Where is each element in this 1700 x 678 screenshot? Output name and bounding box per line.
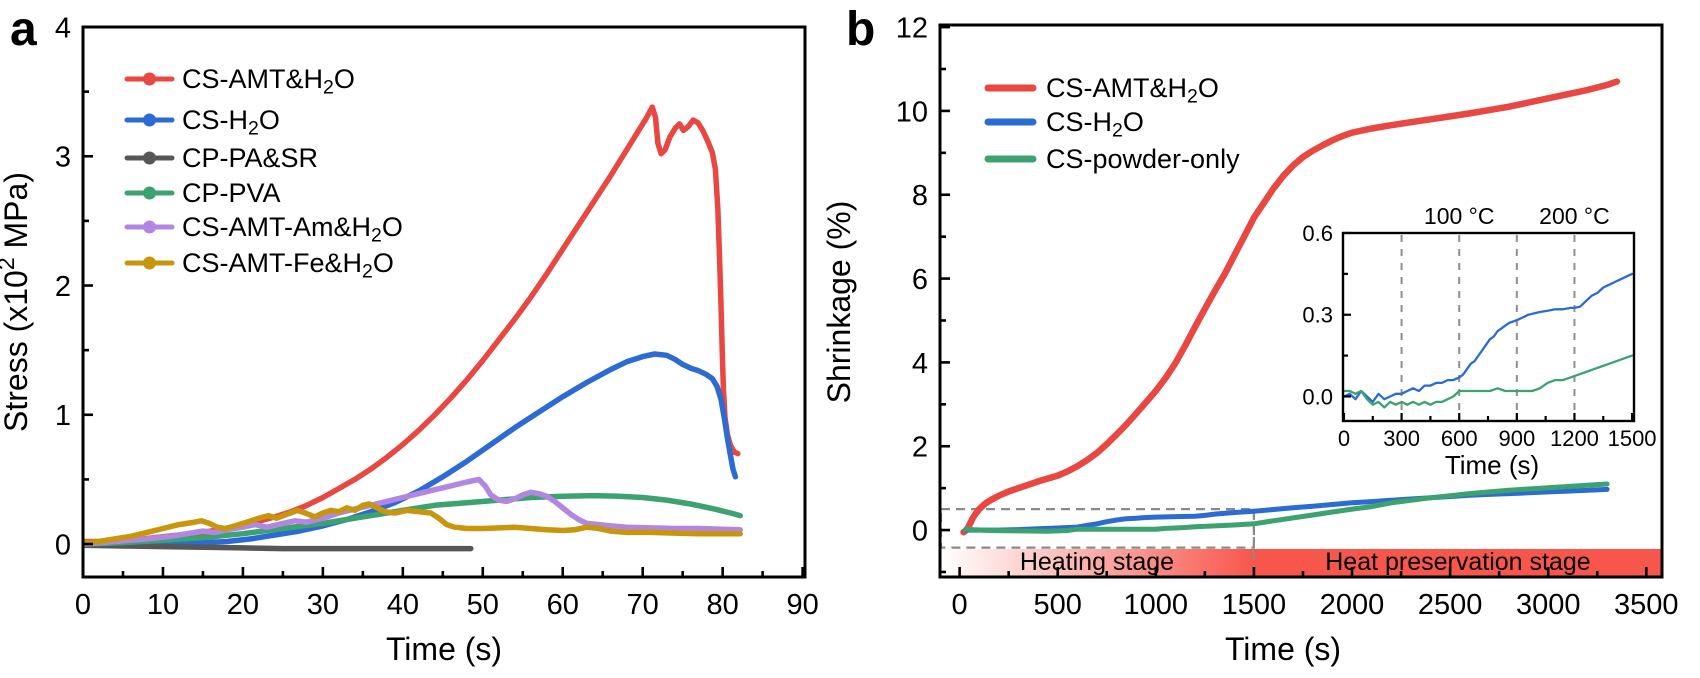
panel-b-series-CS-AMT-H-2O bbox=[960, 78, 1621, 536]
x-tick-label: 3500 bbox=[1614, 589, 1679, 621]
legend-label: CP-PVA bbox=[182, 178, 281, 208]
y-tick-label: 0 bbox=[912, 515, 928, 547]
panel-b-inset-series-CS-H-2O bbox=[1343, 272, 1634, 404]
y-tick-label: 3 bbox=[55, 142, 71, 174]
panel-b-series bbox=[960, 78, 1621, 536]
inset-background bbox=[1343, 233, 1634, 421]
x-tick-label: 20 bbox=[227, 589, 259, 621]
y-tick-label: 0 bbox=[55, 529, 71, 561]
x-tick-label: 500 bbox=[1034, 589, 1082, 621]
legend-marker bbox=[143, 113, 156, 127]
panel-b-axes: 0 500 1000 1500 2000 2500 3000 3500024681012Tim… bbox=[821, 13, 1679, 667]
temperature-label: 200 °C bbox=[1539, 203, 1610, 229]
x-tick-label: 30 bbox=[307, 589, 339, 621]
y-tick-label: 12 bbox=[896, 13, 928, 45]
y-tick-label: 0.3 bbox=[1302, 303, 1333, 328]
y-tick-label: 10 bbox=[896, 96, 928, 128]
panel-a-label: a bbox=[10, 3, 37, 56]
stage-bar bbox=[941, 549, 1661, 576]
y-tick-label: 4 bbox=[912, 348, 928, 380]
legend-label: CS-powder-only bbox=[1046, 144, 1240, 174]
legend-label: CP-PA&SR bbox=[182, 143, 318, 173]
panel-a-series bbox=[83, 104, 743, 552]
temperature-label: 100 °C bbox=[1424, 203, 1495, 229]
panel-a-ylabel: Stress (x102 MPa) bbox=[0, 172, 34, 432]
panel-b-inset-axes: 0 300 600 900 1200 1500 0.0 0.3 0.6 Time (s) bbox=[1302, 221, 1656, 480]
panel-b-inset-xlabel: Time (s) bbox=[1445, 450, 1539, 480]
y-tick-label: 6 bbox=[912, 264, 928, 296]
panel-b-label: b bbox=[846, 3, 876, 56]
panel-b-series-CS-powder-only bbox=[963, 481, 1610, 534]
x-tick-label: 40 bbox=[387, 589, 419, 621]
legend-marker bbox=[143, 186, 156, 200]
x-tick-label: 50 bbox=[467, 589, 499, 621]
panel-b-inset-spines bbox=[1341, 231, 1636, 423]
legend-label: CS-AMT&H2O bbox=[1046, 73, 1219, 107]
x-tick-label: 0 bbox=[952, 589, 968, 621]
x-tick-label: 0 bbox=[1338, 426, 1350, 451]
y-tick-label: 4 bbox=[55, 12, 71, 44]
x-tick-label: 1000 bbox=[1124, 589, 1189, 621]
panel-a-xlabel: Time (s) bbox=[386, 631, 502, 667]
panel-a: 0 10 20 30 40 50 60 70 80 90 0 1 2 3 4 Time (s) Stress (… bbox=[0, 12, 819, 667]
x-tick-label: 2000 bbox=[1320, 589, 1385, 621]
legend-marker bbox=[143, 151, 156, 165]
legend-label: CS-AMT&H2O bbox=[182, 64, 355, 98]
y-tick-label: 0.0 bbox=[1302, 384, 1333, 409]
x-tick-label: 10 bbox=[147, 589, 179, 621]
x-tick-label: 2500 bbox=[1418, 589, 1483, 621]
x-tick-label: 1500 bbox=[1608, 426, 1657, 451]
panel-b-inset-series-CS-powder-only bbox=[1343, 354, 1634, 409]
x-tick-label: 60 bbox=[547, 589, 579, 621]
x-tick-label: 0 bbox=[75, 589, 91, 621]
panel-a-series-CS-AMT-H-2O bbox=[83, 104, 741, 545]
x-tick-label: 900 bbox=[1498, 426, 1535, 451]
x-tick-label: 1200 bbox=[1550, 426, 1599, 451]
y-tick-label: 2 bbox=[912, 432, 928, 464]
x-tick-label: 80 bbox=[707, 589, 739, 621]
x-tick-label: 70 bbox=[627, 589, 659, 621]
panel-b-ylabel: Shrinkage (%) bbox=[821, 201, 857, 404]
x-tick-label: 90 bbox=[786, 589, 818, 621]
legend-marker bbox=[143, 220, 156, 234]
panel-a-series-CS-AMT-Am-H-2O bbox=[83, 476, 743, 547]
heating-stage-label: Heating stage bbox=[1020, 548, 1174, 576]
y-tick-label: 8 bbox=[912, 180, 928, 212]
y-tick-label: 2 bbox=[55, 271, 71, 303]
legend-marker bbox=[143, 256, 156, 270]
x-tick-label: 600 bbox=[1441, 426, 1478, 451]
panel-b-inset-series bbox=[1343, 272, 1634, 409]
legend-label: CS-AMT-Fe&H2O bbox=[182, 248, 394, 282]
x-tick-label: 3000 bbox=[1516, 589, 1581, 621]
heat-preservation-stage-label: Heat preservation stage bbox=[1325, 548, 1590, 576]
panel-a-axes: 0 10 20 30 40 50 60 70 80 90 0 1 2 3 4 Time (s) Stress (… bbox=[0, 12, 819, 667]
x-tick-label: 1500 bbox=[1222, 589, 1287, 621]
legend-label: CS-H2O bbox=[1046, 107, 1144, 141]
panel-a-series-CP-PA-SR bbox=[83, 542, 474, 552]
panel-b-spines bbox=[938, 23, 1664, 579]
y-tick-label: 0.6 bbox=[1302, 221, 1333, 246]
y-tick-label: 1 bbox=[55, 400, 71, 432]
legend-marker bbox=[143, 72, 156, 86]
x-tick-label: 300 bbox=[1383, 426, 1420, 451]
legend-label: CS-H2O bbox=[182, 105, 280, 139]
legend-label: CS-AMT-Am&H2O bbox=[182, 212, 403, 246]
panel-a-legend: CS-AMT&H2O CS-H2O CP-PA&SR CP-PVA CS-AMT-Am&… bbox=[124, 64, 403, 283]
panel-a-series-CS-H-2O bbox=[83, 351, 739, 549]
panel-a-spines bbox=[81, 25, 807, 579]
panel-a-series-CS-AMT-Fe-H-2O bbox=[83, 501, 743, 546]
panel-a-series-CP-PVA bbox=[83, 492, 743, 547]
panel-b-xlabel: Time (s) bbox=[1225, 631, 1341, 667]
panel-b-inset: 100 °C 200 °C 0 300 600 900 1200 1500 0.0 0.3 0.6 T… bbox=[1302, 203, 1656, 480]
